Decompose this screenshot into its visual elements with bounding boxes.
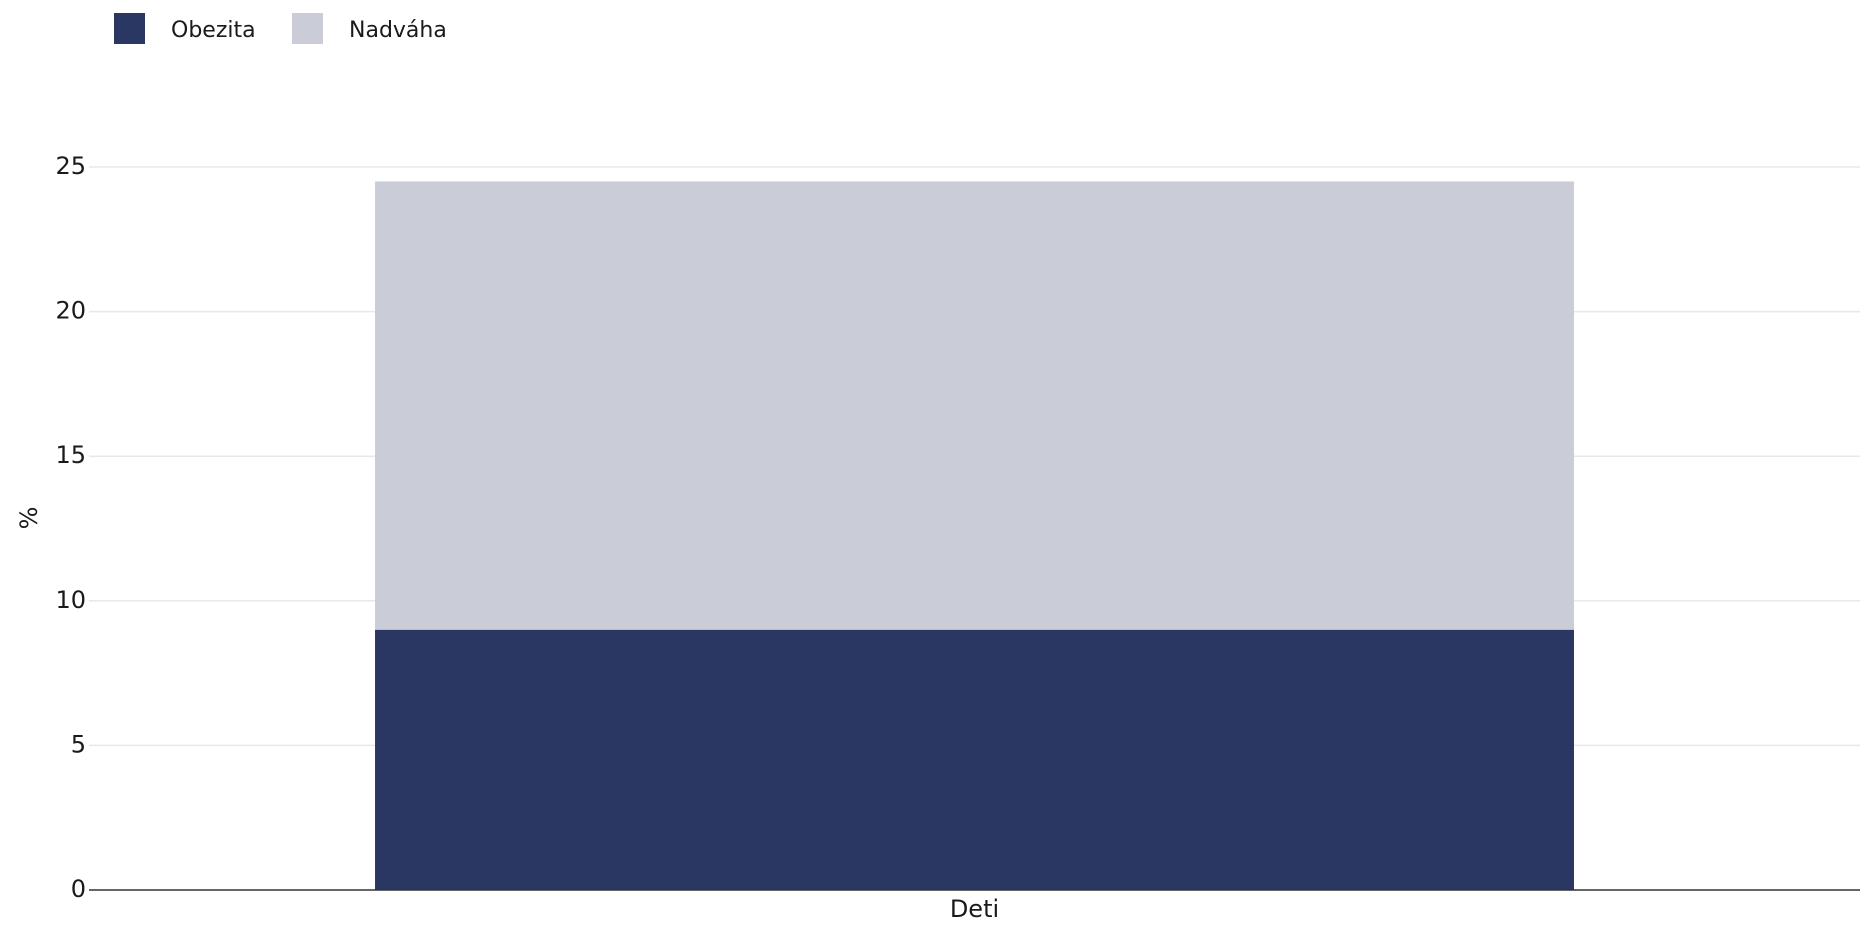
y-tick-label-15: 15 bbox=[55, 441, 86, 469]
y-tick-label-10: 10 bbox=[55, 586, 86, 614]
legend-label-obezita: Obezita bbox=[171, 18, 256, 43]
bar-obezita-0 bbox=[375, 629, 1574, 890]
y-tick-label-5: 5 bbox=[71, 730, 86, 758]
y-axis-title: % bbox=[15, 507, 43, 530]
y-tick-label-25: 25 bbox=[55, 152, 86, 180]
y-tick-labels: 0 5 10 15 20 25 bbox=[55, 152, 86, 903]
legend-item-obezita: Obezita bbox=[114, 13, 256, 44]
legend-label-nadvaha: Nadváha bbox=[349, 18, 447, 43]
y-tick-label-0: 0 bbox=[71, 875, 86, 903]
y-tick-label-20: 20 bbox=[55, 297, 86, 325]
x-tick-label-0: Deti bbox=[950, 895, 999, 923]
x-tick-labels: Deti bbox=[950, 895, 999, 923]
legend-swatch-nadvaha bbox=[292, 13, 323, 44]
legend-swatch-obezita bbox=[114, 13, 145, 44]
bar-nadvaha-0 bbox=[375, 181, 1574, 630]
legend-item-nadvaha: Nadváha bbox=[292, 13, 447, 44]
legend: Obezita Nadváha bbox=[114, 13, 447, 44]
bars bbox=[375, 181, 1574, 890]
